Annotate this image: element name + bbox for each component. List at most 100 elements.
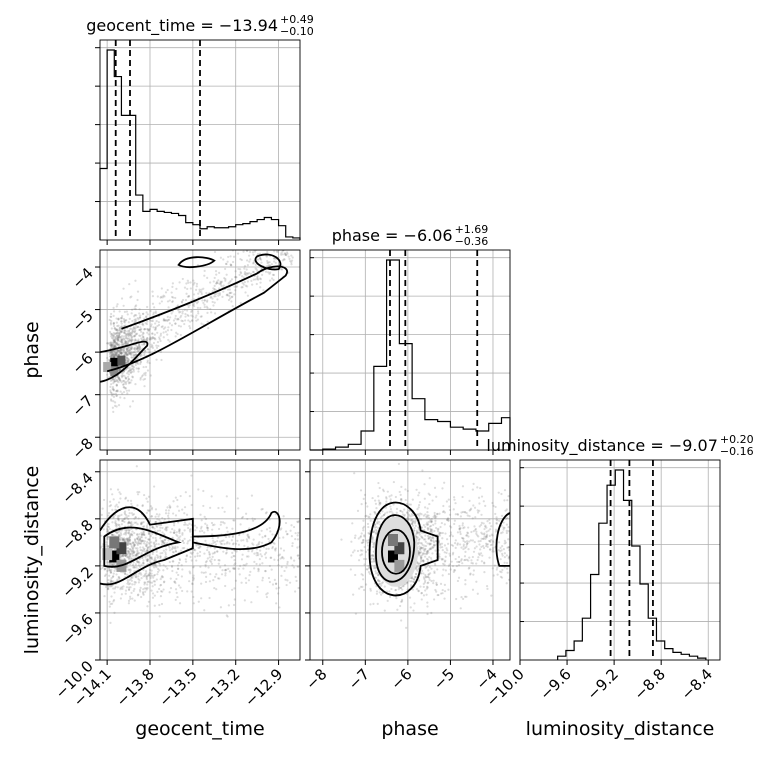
sample-point [109, 344, 113, 347]
sample-point [190, 309, 193, 312]
sample-point [116, 380, 119, 383]
sample-point [462, 543, 465, 546]
sample-point [235, 285, 238, 288]
sample-point [130, 546, 134, 549]
sample-point [371, 536, 375, 539]
sample-point [433, 598, 436, 601]
sample-point [255, 562, 258, 566]
sample-point [208, 552, 211, 555]
sample-point [175, 531, 178, 534]
sample-point [112, 378, 115, 381]
sample-point [118, 491, 121, 494]
sample-point [417, 506, 420, 509]
sample-point [130, 335, 133, 338]
sample-point [211, 297, 214, 300]
sample-point [231, 305, 234, 308]
sample-point [252, 543, 255, 546]
sample-point [210, 533, 214, 536]
sample-point [251, 228, 253, 230]
sample-point [203, 305, 206, 309]
sample-point [257, 569, 260, 573]
sample-point [219, 540, 222, 543]
sample-point [214, 543, 218, 546]
sample-point [483, 532, 486, 535]
sample-point [469, 539, 473, 542]
sample-point [367, 515, 370, 518]
sample-point [495, 521, 498, 525]
sample-point [213, 552, 216, 555]
sample-point [216, 298, 219, 301]
sample-point [416, 513, 419, 516]
sample-point [277, 554, 280, 557]
sample-point [367, 531, 370, 535]
sample-point [134, 279, 137, 282]
sample-point [130, 338, 133, 341]
sample-point [235, 285, 239, 288]
sample-point [243, 271, 247, 274]
sample-point [124, 540, 127, 543]
sample-point [188, 570, 191, 573]
sample-point [138, 539, 142, 542]
sample-point [412, 580, 415, 583]
sample-point [501, 545, 504, 548]
sample-point [426, 511, 429, 514]
sample-point [290, 230, 292, 232]
sample-point [142, 591, 145, 594]
sample-point [118, 334, 121, 338]
sample-point [372, 602, 375, 605]
sample-point [422, 576, 426, 579]
sample-point [266, 259, 269, 263]
sample-point [461, 537, 465, 540]
sample-point [199, 306, 202, 310]
sample-point [110, 350, 114, 353]
sample-point [191, 319, 194, 322]
sample-point [160, 358, 163, 362]
density-block [117, 355, 126, 366]
sample-point [106, 530, 109, 533]
sample-point [281, 250, 284, 253]
sample-point [457, 555, 461, 559]
sample-point [295, 579, 298, 583]
sample-point [140, 354, 143, 357]
sample-point [160, 576, 163, 579]
sample-point [406, 489, 409, 493]
sample-point [157, 562, 161, 565]
sample-point [129, 542, 132, 546]
sample-point [366, 548, 370, 552]
sample-point [117, 340, 120, 343]
sample-point [418, 517, 421, 520]
sample-point [480, 513, 483, 516]
sample-point [178, 311, 181, 314]
sample-point [232, 519, 235, 522]
sample-point [181, 589, 184, 593]
sample-point [130, 365, 134, 368]
sample-point [253, 560, 256, 563]
sample-point [464, 546, 467, 550]
sample-point [221, 569, 224, 572]
sample-point [433, 511, 436, 515]
sample-point [124, 589, 128, 592]
sample-point [486, 545, 489, 549]
sample-point [123, 397, 126, 400]
sample-point [246, 540, 249, 543]
sample-point [119, 352, 122, 355]
sample-point [209, 573, 212, 576]
sample-point [135, 566, 138, 569]
sample-point [271, 547, 274, 550]
sample-point [221, 506, 224, 509]
sample-point [390, 510, 393, 513]
sample-point [150, 506, 154, 509]
sample-point [465, 511, 468, 515]
sample-point [166, 300, 170, 303]
sample-point [115, 531, 118, 534]
sample-point [159, 555, 162, 559]
sample-point [489, 528, 492, 531]
sample-point [456, 543, 459, 546]
sample-point [429, 572, 432, 575]
sample-point [145, 544, 148, 548]
sample-point [181, 508, 184, 511]
sample-point [184, 312, 187, 316]
sample-point [174, 514, 178, 517]
sample-point [401, 513, 405, 516]
sample-point [208, 553, 211, 556]
